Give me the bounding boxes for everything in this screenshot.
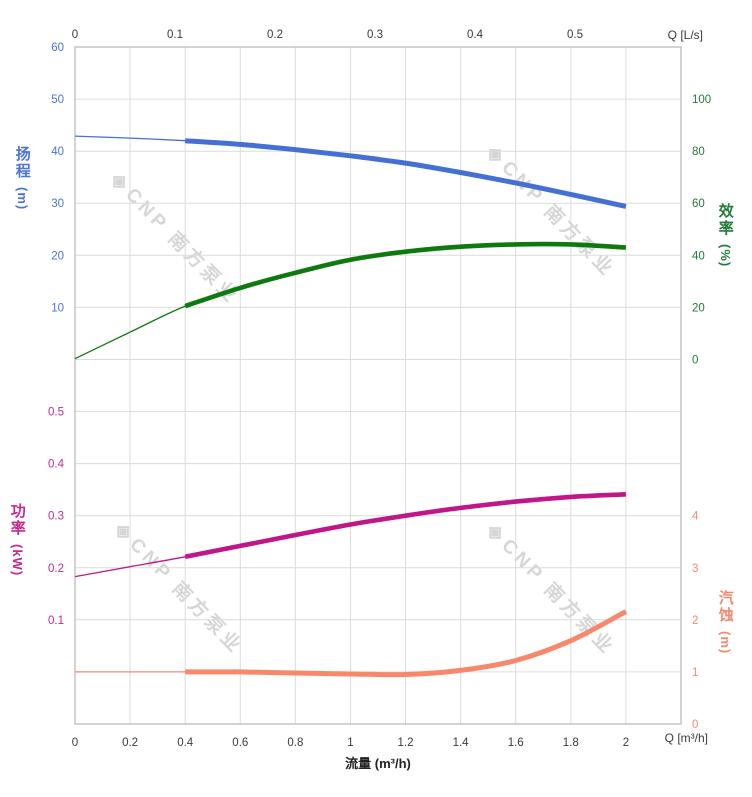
axis-tick-label: 40 — [692, 250, 705, 262]
axis-tick-label: 40 — [51, 146, 64, 158]
axis-tick-label: 0.1 — [167, 29, 183, 41]
axis-tick-label: 100 — [692, 94, 711, 106]
axis-tick-label: 20 — [51, 250, 64, 262]
axis-tick-label: 1.6 — [508, 737, 524, 749]
axis-tick-label: 0.3 — [48, 511, 64, 523]
efficiency-axis-unit: (%) — [717, 244, 733, 268]
axis-tick-label: 1 — [347, 737, 353, 749]
head-curve — [185, 138, 627, 209]
axis-tick-label: 0.2 — [267, 29, 283, 41]
axis-tick-label: 0.3 — [367, 29, 383, 41]
axis-tick-label: 50 — [51, 94, 64, 106]
axis-tick-label: 80 — [692, 146, 705, 158]
axis-tick-label: 1.2 — [398, 737, 414, 749]
power-axis-unit: (kW) — [9, 544, 25, 577]
axis-tick-label: 10 — [51, 302, 64, 314]
axis-tick-label: 4 — [692, 511, 699, 523]
head-axis-unit: (m) — [14, 187, 30, 211]
axis-tick-label: 3 — [692, 563, 698, 575]
axis-tick-label: 30 — [51, 198, 64, 210]
axis-tick-label: 0.8 — [287, 737, 303, 749]
axis-tick-label: 1.8 — [563, 737, 579, 749]
axis-tick-label: 0.1 — [48, 615, 64, 627]
axis-tick-label: 2 — [623, 737, 629, 749]
axis-tick-label: 0 — [72, 737, 78, 749]
axis-tick-label: 60 — [51, 42, 64, 54]
axis-tick-label: 0 — [692, 355, 698, 367]
npsh-axis-unit: (m) — [717, 631, 733, 655]
axis-tick-label: 1.4 — [453, 737, 470, 749]
axis-tick-label: 0.5 — [48, 407, 64, 419]
plot-border — [74, 46, 682, 725]
npsh-curve — [185, 609, 628, 678]
head-axis-title: 扬程 (m) — [13, 146, 31, 211]
efficiency-curve — [184, 241, 627, 309]
efficiency-axis-title-text: 效率 — [716, 203, 734, 237]
axis-tick-label: 0.4 — [177, 737, 194, 749]
power-axis-title: 功率 (kW) — [8, 503, 26, 577]
npsh-axis-title: 汽蚀 (m) — [716, 590, 734, 655]
power-curve — [184, 492, 627, 560]
axis-tick-label: 0.5 — [567, 29, 583, 41]
axis-tick-label: 0.4 — [48, 459, 65, 471]
axis-tick-label: 1 — [692, 667, 698, 679]
axis-tick-label: 0.4 — [467, 29, 484, 41]
power-axis-title-text: 功率 — [8, 503, 26, 537]
axis-tick-label: 0.6 — [232, 737, 248, 749]
efficiency-axis-title: 效率 (%) — [716, 203, 734, 268]
axis-tick-label: 2 — [692, 615, 698, 627]
x-axis-title: 流量 (m³/h) — [345, 756, 411, 771]
axis-tick-label: 0 — [692, 719, 698, 731]
axis-tick-label: 60 — [692, 198, 705, 210]
top-axis-unit-label: Q [L/s] — [667, 28, 703, 42]
axis-tick-label: 0.2 — [48, 563, 64, 575]
axis-tick-label: 0 — [72, 29, 78, 41]
bottom-axis-unit-label: Q [m³/h] — [664, 731, 708, 745]
axis-tick-label: 20 — [692, 302, 705, 314]
npsh-axis-title-text: 汽蚀 — [716, 590, 734, 624]
axis-tick-label: 0.2 — [122, 737, 138, 749]
head-axis-title-text: 扬程 — [13, 146, 31, 180]
